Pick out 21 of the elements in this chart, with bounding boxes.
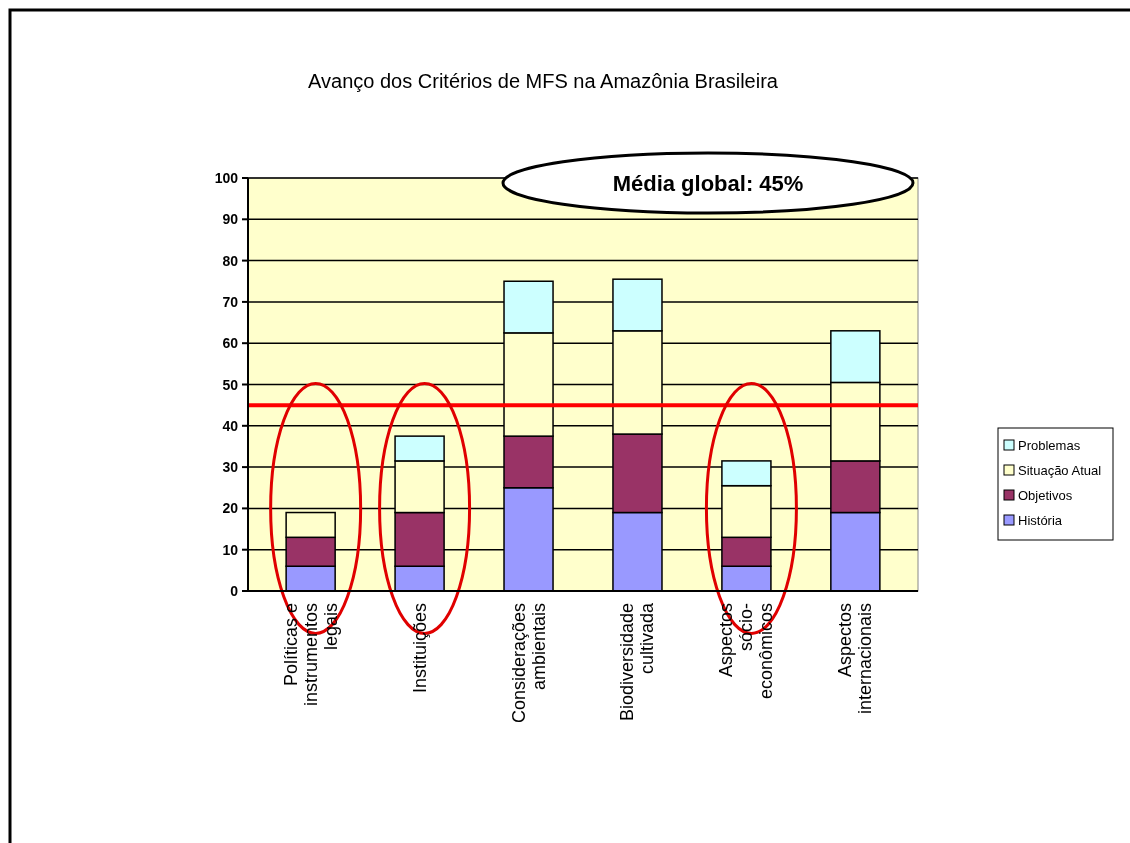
legend-label: Situação Atual [1018, 463, 1102, 478]
x-tick-label: Considerações ambientais [508, 603, 549, 724]
y-tick-label: 0 [230, 583, 239, 599]
y-tick-label: 60 [222, 335, 239, 352]
y-tick-label: 100 [214, 170, 239, 186]
legend-label: Problemas [1018, 438, 1081, 453]
x-tick-label: Instituições [409, 603, 430, 694]
y-tick-label: 90 [222, 211, 239, 228]
legend-label: História [1018, 513, 1063, 528]
y-tick-label: 80 [222, 252, 239, 269]
y-tick-label: 40 [222, 417, 239, 434]
y-tick-label: 70 [222, 293, 239, 310]
y-tick-label: 10 [222, 541, 239, 558]
x-tick-label: Políticas e instrumentos legais [280, 603, 341, 707]
y-tick-label: 20 [222, 500, 239, 517]
y-tick-label: 30 [222, 459, 239, 476]
x-tick-label: Biodiversidade cultivada [617, 602, 658, 722]
y-tick-label: 50 [222, 376, 239, 393]
legend-label: Objetivos [1018, 488, 1073, 503]
chart-title: Avanço dos Critérios de MFS na Amazônia Brasileira [308, 70, 779, 92]
annotation: Média global: 45% [612, 171, 804, 196]
